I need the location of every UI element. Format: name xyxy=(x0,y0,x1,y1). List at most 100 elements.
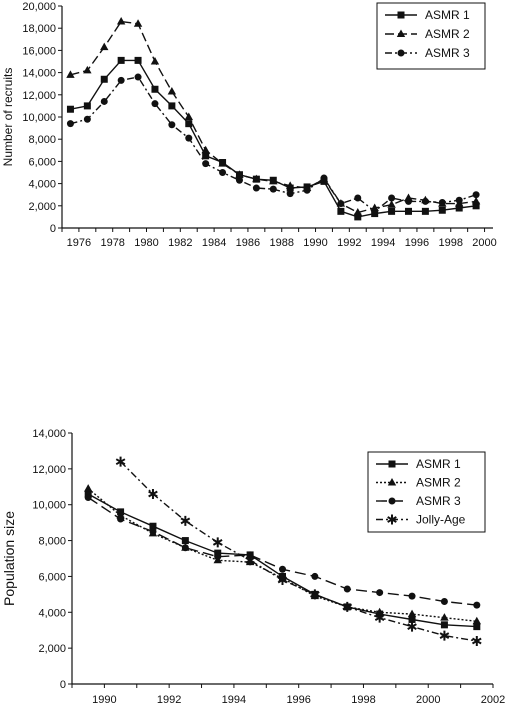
y-tick-label: 0 xyxy=(60,679,66,691)
series-asmr-1 xyxy=(66,56,480,221)
data-point xyxy=(100,42,109,51)
x-tick-label: 1982 xyxy=(168,237,192,249)
x-tick-label: 1990 xyxy=(303,237,327,249)
data-point xyxy=(117,56,125,64)
y-tick-label: 16,000 xyxy=(22,45,56,57)
data-point xyxy=(66,120,74,128)
data-point xyxy=(83,484,93,492)
x-tick-label: 1994 xyxy=(222,694,246,706)
data-point xyxy=(337,207,345,215)
data-point xyxy=(408,615,416,623)
legend-marker xyxy=(387,514,397,525)
data-point xyxy=(83,115,91,123)
y-tick-label: 4,000 xyxy=(28,179,56,191)
data-point xyxy=(115,456,126,467)
data-point xyxy=(149,528,157,536)
data-point xyxy=(150,57,160,65)
data-point xyxy=(408,592,416,600)
data-point xyxy=(440,598,448,606)
data-point xyxy=(133,19,143,27)
x-tick-label: 1984 xyxy=(202,237,226,249)
y-axis-label: Number of recruits xyxy=(1,68,15,167)
legend-label: ASMR 1 xyxy=(425,8,470,22)
y-tick-label: 14,000 xyxy=(32,428,66,440)
data-point xyxy=(100,75,108,83)
x-tick-label: 1998 xyxy=(351,694,375,706)
data-point xyxy=(269,185,277,193)
series-line xyxy=(70,59,477,218)
data-point xyxy=(421,197,429,205)
data-point xyxy=(134,73,142,81)
data-point xyxy=(303,186,311,194)
x-tick-label: 1988 xyxy=(269,237,293,249)
legend-marker xyxy=(396,29,406,37)
y-tick-label: 8,000 xyxy=(38,536,66,548)
data-point xyxy=(438,206,446,214)
data-point xyxy=(286,190,294,198)
data-point xyxy=(149,522,157,530)
y-tick-label: 2,000 xyxy=(28,201,56,213)
x-tick-label: 1986 xyxy=(236,237,260,249)
data-point xyxy=(181,537,189,545)
data-point xyxy=(84,494,92,502)
recruits-chart: 0 2,000 4,000 6,000 8,000 10,000 12,000 14,000 1… xyxy=(1,1,497,249)
data-point xyxy=(471,635,482,646)
x-tick-label: 1994 xyxy=(371,237,395,249)
data-point xyxy=(388,207,396,215)
data-point xyxy=(473,623,481,631)
data-point xyxy=(167,86,177,95)
data-point xyxy=(353,207,362,216)
legend-label: ASMR 3 xyxy=(416,494,461,508)
y-tick-label: 10,000 xyxy=(22,112,56,124)
data-point xyxy=(421,207,429,215)
data-point xyxy=(473,601,481,609)
data-point xyxy=(342,601,353,612)
legend-item: Jolly-Age xyxy=(376,513,466,527)
data-point xyxy=(354,213,362,221)
data-point xyxy=(116,17,126,25)
data-point xyxy=(201,145,210,154)
legend-marker xyxy=(387,478,397,486)
data-point xyxy=(185,134,193,142)
x-tick-label: 1992 xyxy=(157,694,181,706)
x-tick-label: 1998 xyxy=(439,237,463,249)
data-point xyxy=(337,200,345,208)
data-point xyxy=(472,191,480,199)
data-point xyxy=(214,553,222,561)
data-point xyxy=(439,630,450,641)
data-point xyxy=(219,169,227,176)
data-point xyxy=(252,184,260,192)
data-point xyxy=(311,572,319,580)
data-point xyxy=(279,565,286,573)
data-point xyxy=(83,102,91,110)
y-tick-label: 20,000 xyxy=(22,1,56,13)
data-point xyxy=(376,589,384,597)
data-point xyxy=(168,102,176,110)
legend-label: ASMR 1 xyxy=(416,457,461,471)
x-tick-label: 1996 xyxy=(405,237,429,249)
data-point xyxy=(310,589,320,600)
data-point xyxy=(184,112,193,120)
data-point xyxy=(214,549,222,557)
data-point xyxy=(277,575,288,586)
legend-label: Jolly-Age xyxy=(416,513,466,527)
y-tick-label: 10,000 xyxy=(32,500,66,512)
legend-label: ASMR 3 xyxy=(425,46,470,60)
data-point xyxy=(407,621,417,632)
data-point xyxy=(181,544,189,552)
data-point xyxy=(354,194,362,202)
data-point xyxy=(472,202,480,210)
data-point xyxy=(375,607,384,616)
y-tick-label: 18,000 xyxy=(22,23,56,35)
legend-box xyxy=(376,2,486,70)
data-point xyxy=(455,196,463,204)
data-point xyxy=(374,612,385,623)
data-point xyxy=(134,56,142,64)
data-point xyxy=(269,176,278,185)
legend-marker xyxy=(388,497,396,505)
data-point xyxy=(371,207,379,215)
data-point xyxy=(404,197,412,205)
y-tick-label: 6,000 xyxy=(28,156,56,168)
data-point xyxy=(180,515,191,526)
data-point xyxy=(151,85,159,93)
